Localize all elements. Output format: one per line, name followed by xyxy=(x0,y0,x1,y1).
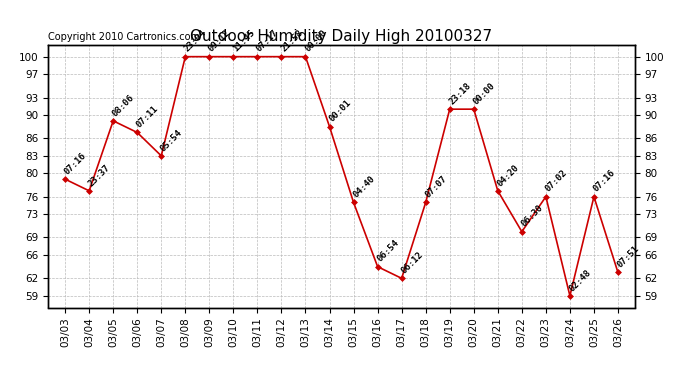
Title: Outdoor Humidity Daily High 20100327: Outdoor Humidity Daily High 20100327 xyxy=(190,29,493,44)
Text: 08:06: 08:06 xyxy=(111,93,136,118)
Text: 02:48: 02:48 xyxy=(567,267,593,293)
Text: 00:00: 00:00 xyxy=(471,81,497,106)
Text: 00:00: 00:00 xyxy=(303,28,328,54)
Text: 23:18: 23:18 xyxy=(447,81,473,106)
Text: Copyright 2010 Cartronics.com: Copyright 2010 Cartronics.com xyxy=(48,32,200,42)
Text: 21:58: 21:58 xyxy=(279,28,304,54)
Text: 07:07: 07:07 xyxy=(423,174,448,200)
Text: 07:16: 07:16 xyxy=(591,168,617,194)
Text: 07:17: 07:17 xyxy=(255,28,280,54)
Text: 09:12: 09:12 xyxy=(207,28,233,54)
Text: 11:45: 11:45 xyxy=(231,28,257,54)
Text: 23:37: 23:37 xyxy=(87,162,112,188)
Text: 07:02: 07:02 xyxy=(544,168,569,194)
Text: 06:12: 06:12 xyxy=(400,250,424,275)
Text: 06:54: 06:54 xyxy=(375,238,401,264)
Text: 05:54: 05:54 xyxy=(159,128,184,153)
Text: 00:01: 00:01 xyxy=(327,98,353,124)
Text: 06:30: 06:30 xyxy=(520,203,545,229)
Text: 23:04: 23:04 xyxy=(183,28,208,54)
Text: 04:40: 04:40 xyxy=(351,174,377,200)
Text: 04:20: 04:20 xyxy=(495,162,521,188)
Text: 07:51: 07:51 xyxy=(615,244,641,270)
Text: 07:11: 07:11 xyxy=(135,104,160,130)
Text: 07:16: 07:16 xyxy=(63,151,88,176)
